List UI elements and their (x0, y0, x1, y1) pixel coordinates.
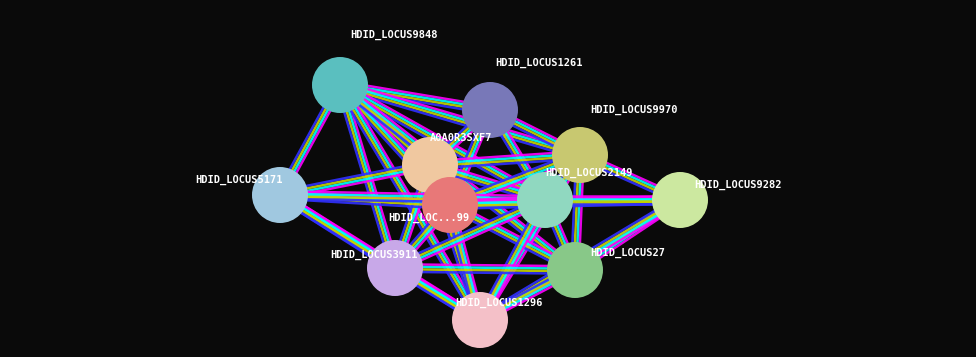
Text: HDID_LOCUS9282: HDID_LOCUS9282 (694, 180, 782, 190)
Text: HDID_LOCUS3911: HDID_LOCUS3911 (330, 250, 418, 260)
Text: HDID_LOCUS5171: HDID_LOCUS5171 (195, 175, 282, 185)
Circle shape (402, 137, 458, 193)
Circle shape (547, 242, 603, 298)
Text: HDID_LOCUS27: HDID_LOCUS27 (590, 248, 665, 258)
Text: HDID_LOCUS1261: HDID_LOCUS1261 (495, 58, 583, 68)
Text: HDID_LOCUS1296: HDID_LOCUS1296 (455, 298, 543, 308)
Text: HDID_LOCUS9970: HDID_LOCUS9970 (590, 105, 677, 115)
Circle shape (552, 127, 608, 183)
Circle shape (517, 172, 573, 228)
Circle shape (367, 240, 423, 296)
Circle shape (252, 167, 308, 223)
Text: HDID_LOC...99: HDID_LOC...99 (388, 213, 469, 223)
Circle shape (312, 57, 368, 113)
Circle shape (462, 82, 518, 138)
Circle shape (422, 177, 478, 233)
Text: HDID_LOCUS9848: HDID_LOCUS9848 (350, 30, 437, 40)
Circle shape (652, 172, 708, 228)
Text: HDID_LOCUS2149: HDID_LOCUS2149 (545, 168, 632, 178)
Text: A0A0R3SXF7: A0A0R3SXF7 (430, 133, 493, 143)
Circle shape (452, 292, 508, 348)
